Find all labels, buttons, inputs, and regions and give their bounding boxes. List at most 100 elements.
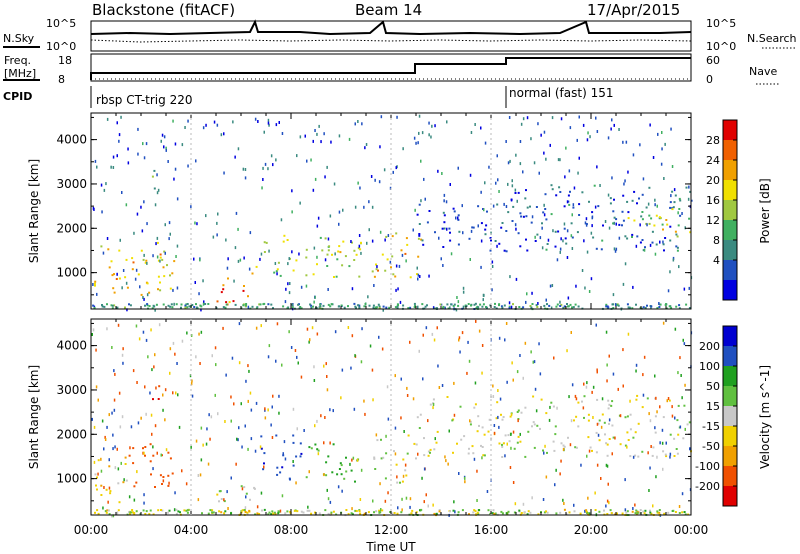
data-cell <box>114 466 117 470</box>
data-cell <box>678 505 681 508</box>
data-cell <box>559 300 561 304</box>
data-cell <box>472 226 475 229</box>
data-cell <box>261 509 263 512</box>
data-cell <box>617 387 619 391</box>
colorbar-tick-label: -15 <box>702 420 720 433</box>
data-cell <box>332 443 335 446</box>
data-cell <box>275 359 277 363</box>
data-cell <box>308 470 310 474</box>
data-cell <box>582 123 585 127</box>
data-cell <box>631 233 634 236</box>
data-cell <box>688 286 690 290</box>
data-cell <box>400 416 402 420</box>
data-cell <box>297 303 300 306</box>
data-cell <box>533 446 536 449</box>
data-cell <box>446 396 449 398</box>
data-cell <box>522 376 524 380</box>
data-cell <box>260 447 263 450</box>
data-cell <box>531 425 533 428</box>
data-cell <box>220 133 223 137</box>
data-cell <box>138 337 141 341</box>
data-cell <box>675 305 678 308</box>
data-cell <box>379 145 381 149</box>
data-cell <box>150 473 152 476</box>
data-cell <box>669 206 672 209</box>
data-cell <box>596 398 599 401</box>
data-cell <box>211 511 214 514</box>
data-cell <box>560 117 563 121</box>
data-cell <box>401 480 404 483</box>
data-cell <box>340 464 343 467</box>
data-cell <box>279 471 282 474</box>
data-cell <box>659 405 661 409</box>
data-cell <box>445 200 448 204</box>
data-cell <box>428 133 430 137</box>
data-cell <box>249 231 252 235</box>
data-cell <box>461 204 463 208</box>
data-cell <box>662 416 665 419</box>
data-cell <box>624 179 626 183</box>
data-cell <box>146 261 148 265</box>
data-cell <box>520 215 523 218</box>
data-cell <box>459 350 461 354</box>
data-cell <box>489 304 492 307</box>
data-cell <box>359 248 362 251</box>
data-cell <box>267 167 269 171</box>
data-cell <box>391 255 394 258</box>
data-cell <box>149 391 151 395</box>
data-cell <box>476 469 478 473</box>
data-cell <box>423 454 426 457</box>
data-cell <box>542 211 545 214</box>
data-cell <box>501 418 504 421</box>
data-cell <box>184 304 187 307</box>
data-cell <box>557 230 560 233</box>
data-cell <box>146 304 149 307</box>
data-cell <box>124 463 127 465</box>
data-cell <box>310 158 312 162</box>
data-cell <box>597 422 600 425</box>
data-cell <box>563 205 566 208</box>
data-cell <box>625 511 628 514</box>
data-cell <box>283 234 286 237</box>
data-cell <box>165 146 167 150</box>
station-title: Blackstone (fitACF) <box>92 1 235 19</box>
data-cell <box>667 397 670 400</box>
colorbar-segment <box>723 346 737 366</box>
data-cell <box>511 220 514 222</box>
data-cell <box>330 140 332 144</box>
data-cell <box>644 246 646 249</box>
data-cell <box>173 177 175 181</box>
data-cell <box>505 205 508 208</box>
data-cell <box>481 456 483 460</box>
data-cell <box>546 303 548 306</box>
data-cell <box>433 448 436 451</box>
data-cell <box>531 291 533 295</box>
data-cell <box>265 241 268 244</box>
data-cell <box>613 198 615 201</box>
data-cell <box>654 252 657 256</box>
data-cell <box>606 363 608 367</box>
data-cell <box>615 222 617 226</box>
data-cell <box>612 303 615 306</box>
data-cell <box>569 303 572 306</box>
data-cell <box>359 512 362 515</box>
data-cell <box>310 304 312 307</box>
data-cell <box>151 175 154 178</box>
data-cell <box>110 165 112 169</box>
data-cell <box>212 511 215 514</box>
data-cell <box>341 489 343 493</box>
data-cell <box>613 123 615 127</box>
data-cell <box>190 205 192 209</box>
data-cell <box>350 366 352 370</box>
data-cell <box>537 513 540 516</box>
data-cell <box>541 222 543 225</box>
data-cell <box>564 307 567 310</box>
data-cell <box>327 237 330 241</box>
data-cell <box>203 300 205 304</box>
data-cell <box>291 306 294 309</box>
data-cell <box>689 447 691 451</box>
data-cell <box>536 424 539 427</box>
data-cell <box>517 418 520 420</box>
data-cell <box>400 249 403 252</box>
data-cell <box>271 405 273 409</box>
